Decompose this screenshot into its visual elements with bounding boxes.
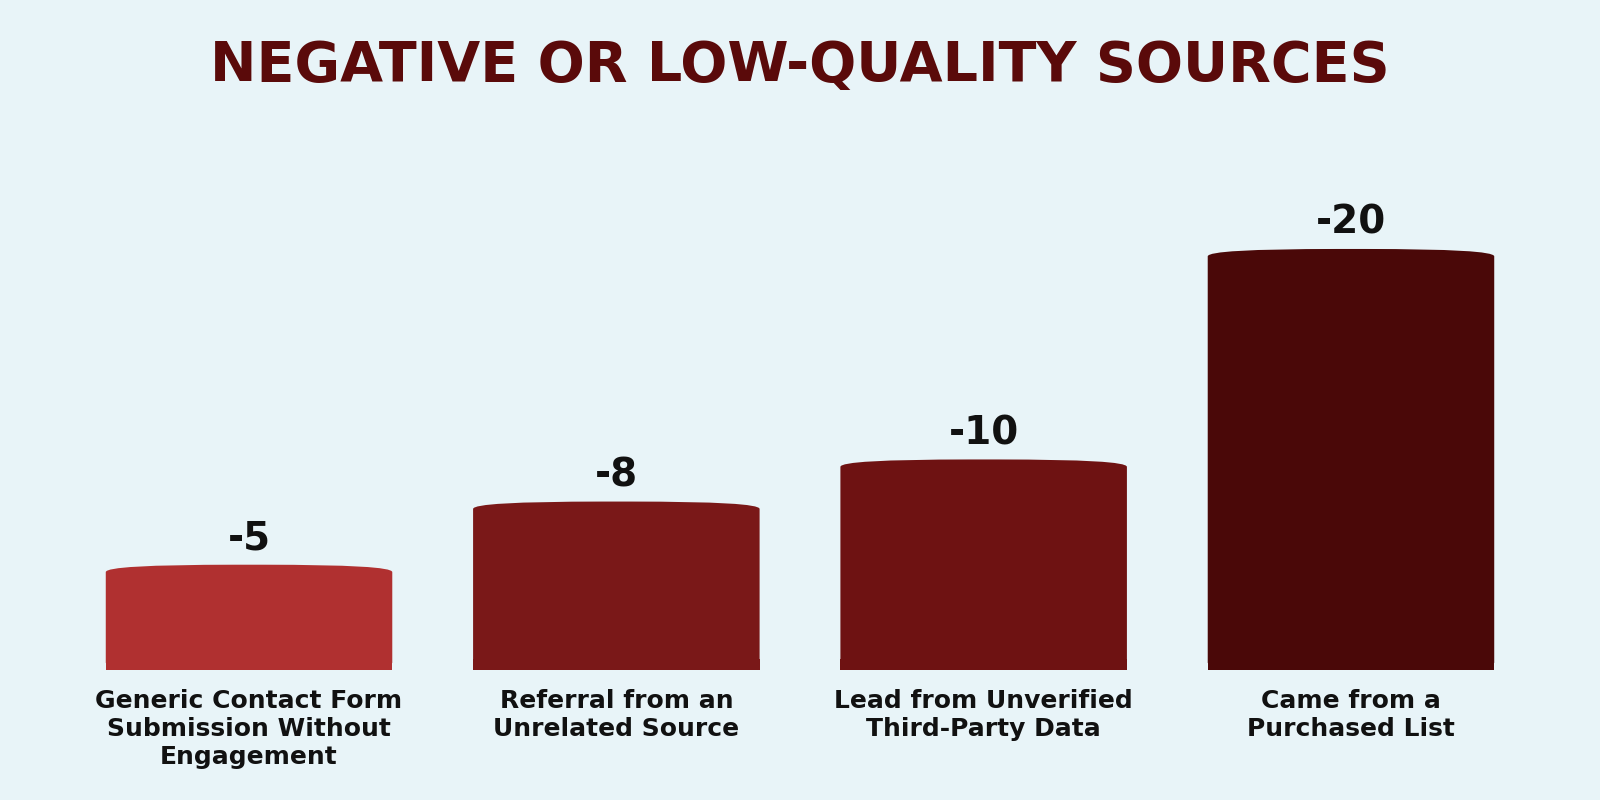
Bar (1208, 659, 1494, 670)
FancyBboxPatch shape (1208, 249, 1494, 670)
FancyBboxPatch shape (106, 565, 392, 670)
Text: -8: -8 (595, 456, 638, 494)
Text: -10: -10 (949, 414, 1019, 452)
Title: NEGATIVE OR LOW-QUALITY SOURCES: NEGATIVE OR LOW-QUALITY SOURCES (210, 39, 1390, 93)
FancyBboxPatch shape (840, 459, 1126, 670)
Text: -20: -20 (1315, 203, 1386, 242)
FancyBboxPatch shape (474, 502, 760, 670)
Text: -5: -5 (227, 519, 270, 558)
Bar (106, 659, 392, 670)
Bar (840, 659, 1126, 670)
Bar (474, 659, 760, 670)
